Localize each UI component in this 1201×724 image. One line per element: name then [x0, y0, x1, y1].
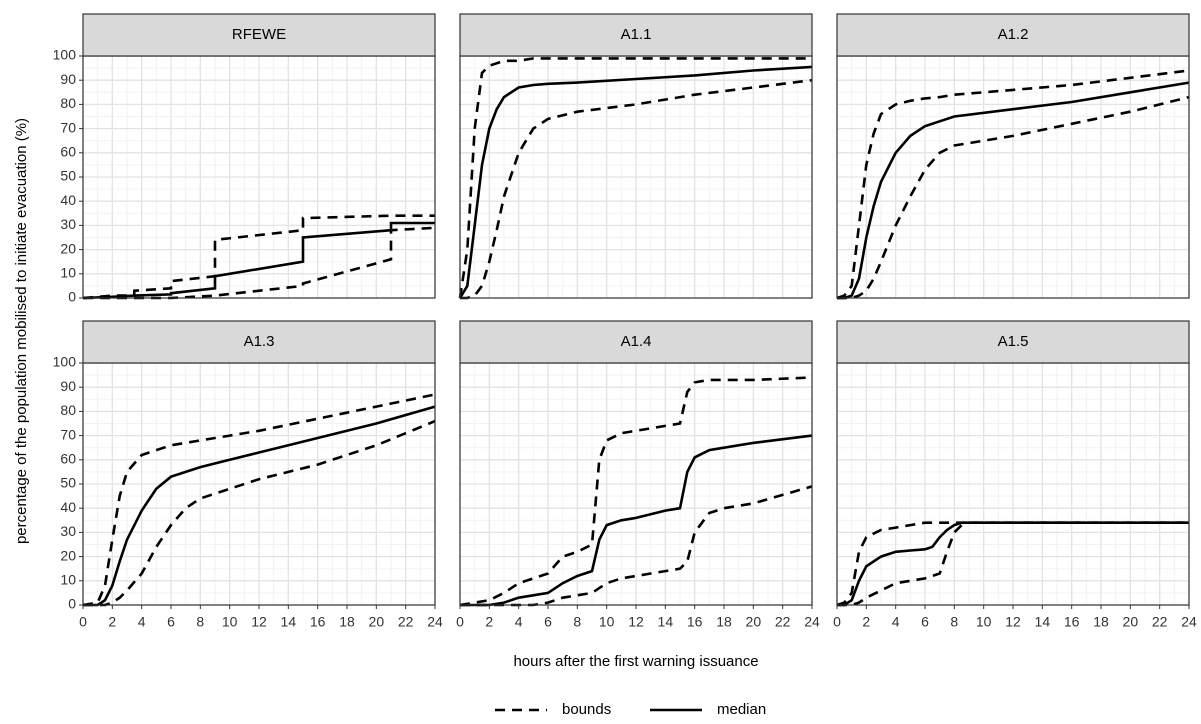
x-tick-label: 10 — [222, 614, 238, 630]
x-tick-label: 22 — [1152, 614, 1168, 630]
strip — [836, 320, 1190, 364]
line-series — [460, 434, 813, 607]
x-tick-label: 6 — [921, 614, 929, 630]
x-tick-label: 20 — [746, 614, 762, 630]
x-tick-label: 18 — [716, 614, 732, 630]
x-tick-label: 2 — [485, 614, 493, 630]
x-tick-label: 18 — [1093, 614, 1109, 630]
y-tick-label: 60 — [60, 451, 76, 467]
strip-title: RFEWE — [232, 26, 286, 43]
x-tick-label: 8 — [573, 614, 581, 630]
strip — [836, 13, 1190, 57]
y-tick-label: 10 — [60, 265, 76, 281]
y-tick-label: 100 — [53, 354, 77, 370]
x-tick-label: 12 — [628, 614, 644, 630]
y-tick-label: 80 — [60, 402, 76, 418]
y-tick-label: 30 — [60, 216, 76, 232]
line-series — [83, 405, 436, 607]
y-tick-label: 80 — [60, 95, 76, 111]
strip-title: A1.3 — [244, 333, 275, 350]
strip — [459, 320, 813, 364]
line-series — [458, 65, 813, 299]
x-tick-label: 6 — [167, 614, 175, 630]
x-tick-label: 24 — [427, 614, 443, 630]
strip — [82, 320, 436, 364]
y-tick-label: 50 — [60, 168, 76, 184]
x-tick-label: 12 — [1005, 614, 1021, 630]
x-tick-label: 22 — [398, 614, 414, 630]
strip — [459, 13, 813, 57]
y-tick-label: 70 — [60, 426, 76, 442]
x-tick-label: 18 — [339, 614, 355, 630]
line-series — [837, 521, 1189, 607]
y-tick-label: 20 — [60, 547, 76, 563]
x-tick-label: 14 — [658, 614, 674, 630]
x-tick-label: 0 — [79, 614, 87, 630]
x-tick-label: 22 — [775, 614, 791, 630]
y-tick-label: 40 — [60, 192, 76, 208]
line-series — [836, 69, 1190, 300]
y-tick-label: 60 — [60, 144, 76, 160]
x-tick-label: 14 — [1035, 614, 1051, 630]
x-tick-label: 4 — [892, 614, 900, 630]
x-tick-label: 10 — [599, 614, 615, 630]
strip-title: A1.1 — [621, 26, 652, 43]
x-axis-label: hours after the first warning issuance — [513, 653, 758, 670]
y-tick-label: 40 — [60, 499, 76, 515]
x-tick-label: 16 — [687, 614, 703, 630]
x-tick-label: 14 — [281, 614, 297, 630]
x-tick-label: 2 — [862, 614, 870, 630]
y-tick-label: 90 — [60, 71, 76, 87]
line-series — [460, 78, 813, 300]
x-tick-label: 20 — [1123, 614, 1139, 630]
x-tick-label: 6 — [544, 614, 552, 630]
y-tick-label: 20 — [60, 240, 76, 256]
y-tick-label: 30 — [60, 523, 76, 539]
y-tick-label: 0 — [68, 289, 76, 305]
line-series — [837, 81, 1190, 300]
x-tick-label: 20 — [369, 614, 385, 630]
strip — [82, 13, 436, 57]
strip-title: A1.2 — [998, 26, 1029, 43]
line-series — [83, 419, 436, 607]
line-series — [837, 95, 1190, 300]
line-series — [82, 214, 435, 300]
line-series — [458, 57, 812, 299]
x-tick-label: 16 — [310, 614, 326, 630]
y-tick-label: 0 — [68, 596, 76, 612]
y-tick-label: 50 — [60, 475, 76, 491]
strip-title: A1.4 — [621, 333, 652, 350]
y-tick-label: 100 — [53, 47, 77, 63]
x-tick-label: 2 — [108, 614, 116, 630]
y-tick-label: 90 — [60, 378, 76, 394]
line-series — [837, 521, 1189, 607]
x-tick-label: 10 — [976, 614, 992, 630]
legend-label: bounds — [562, 701, 611, 718]
legend-label: median — [717, 701, 766, 718]
line-series — [459, 376, 813, 607]
line-series — [82, 393, 436, 607]
x-tick-label: 4 — [515, 614, 523, 630]
x-tick-label: 24 — [1181, 614, 1197, 630]
x-tick-label: 4 — [138, 614, 146, 630]
x-tick-label: 8 — [950, 614, 958, 630]
y-tick-label: 10 — [60, 572, 76, 588]
line-series — [82, 221, 435, 300]
x-tick-label: 24 — [804, 614, 820, 630]
x-tick-label: 12 — [251, 614, 267, 630]
x-tick-label: 0 — [833, 614, 841, 630]
x-tick-label: 8 — [196, 614, 204, 630]
x-tick-label: 0 — [456, 614, 464, 630]
strip-title: A1.5 — [998, 333, 1029, 350]
y-tick-label: 70 — [60, 119, 76, 135]
y-axis-label: percentage of the population mobilised t… — [13, 118, 30, 544]
x-tick-label: 16 — [1064, 614, 1080, 630]
